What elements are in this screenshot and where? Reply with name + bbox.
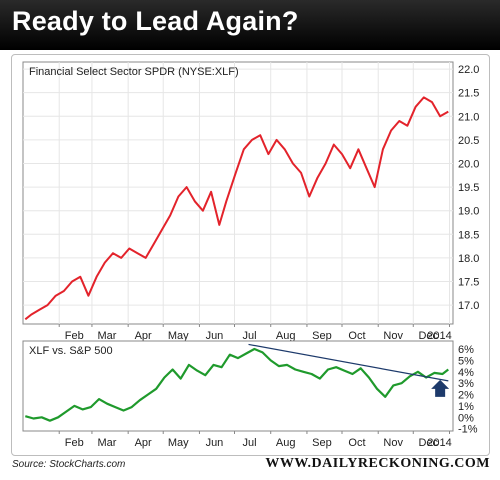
price-x-tick-label: Oct — [348, 330, 365, 342]
ratio-x-tick-label: Apr — [135, 437, 152, 449]
ratio-x-tick-label: Nov — [383, 437, 403, 449]
price-y-tick-label: 22.0 — [458, 64, 479, 76]
chart-frame: 22.0 21.5 21.0 20.5 20.0 19.5 19.0 18.5 18.0 17.5… — [11, 54, 490, 456]
breakout-arrow-icon — [431, 379, 450, 397]
price-x-tick-label: Sep — [312, 330, 332, 342]
ratio-x-tick-label: Jun — [206, 437, 224, 449]
price-x-tick-label: May — [168, 330, 189, 342]
price-y-tick-label: 19.5 — [458, 182, 479, 194]
ratio-x-tick-label: Feb — [65, 437, 84, 449]
ratio-x-tick-label: May — [168, 437, 189, 449]
ratio-x-tick-label: Oct — [348, 437, 365, 449]
price-y-tick-label: 20.5 — [458, 135, 479, 147]
price-x-tick-label: Nov — [383, 330, 403, 342]
price-x-tick-label: Jun — [206, 330, 224, 342]
ratio-y-tick-label: 4% — [458, 367, 474, 379]
price-x-tick-label: Apr — [135, 330, 152, 342]
price-y-tick-label: 21.0 — [458, 111, 479, 123]
price-y-tick-label: 18.5 — [458, 229, 479, 241]
price-y-tick-label: 17.5 — [458, 277, 479, 289]
relative-strength-panel: 6%5%4%3%2%1%0%-1% Feb Mar Apr May Jun Jul Aug Se… — [22, 340, 478, 449]
header-bar: Ready to Lead Again? — [0, 0, 500, 50]
price-chart-title: Financial Select Sector SPDR (NYSE:XLF) — [29, 66, 239, 78]
price-x-tick-label: Aug — [276, 330, 296, 342]
price-y-tick-label: 21.5 — [458, 88, 479, 100]
price-y-tick-label: 18.0 — [458, 253, 479, 265]
ratio-x-tick-label: Mar — [97, 437, 116, 449]
xlf-vs-sp500-line — [25, 347, 449, 422]
price-x-tick-label: 2014 — [427, 330, 451, 342]
resistance-trendline — [248, 343, 449, 382]
ratio-y-tick-label: 1% — [458, 401, 474, 413]
price-y-tick-label: 19.0 — [458, 206, 479, 218]
price-x-tick-label: Mar — [97, 330, 116, 342]
xlf-price-line — [24, 96, 449, 321]
price-plot-area — [22, 61, 454, 325]
ratio-plot-area — [22, 340, 454, 432]
ratio-y-tick-label: 0% — [458, 412, 474, 424]
brand-url: WWW.DAILYRECKONING.COM — [265, 456, 490, 471]
ratio-chart-title: XLF vs. S&P 500 — [29, 345, 113, 357]
ratio-y-tick-label: 2% — [458, 390, 474, 402]
ratio-x-tick-label: Sep — [312, 437, 332, 449]
price-x-tick-label: Jul — [242, 330, 256, 342]
chart-canvas: 22.0 21.5 21.0 20.5 20.0 19.5 19.0 18.5 18.0 17.5… — [22, 61, 479, 449]
price-y-tick-label: 17.0 — [458, 300, 479, 312]
ratio-x-tick-label: Aug — [276, 437, 296, 449]
price-y-tick-label: 20.0 — [458, 158, 479, 170]
ratio-y-tick-label: -1% — [458, 424, 478, 436]
ratio-y-tick-label: 5% — [458, 355, 474, 367]
price-x-tick-label: Dec — [418, 330, 438, 342]
ratio-x-tick-label: 2014 — [427, 437, 451, 449]
source-note: Source: StockCharts.com — [12, 459, 126, 470]
price-chart-panel: 22.0 21.5 21.0 20.5 20.0 19.5 19.0 18.5 18.0 17.5… — [22, 61, 479, 342]
ratio-y-tick-label: 3% — [458, 378, 474, 390]
ratio-y-tick-label: 6% — [458, 344, 474, 356]
price-x-tick-label: Feb — [65, 330, 84, 342]
page-title: Ready to Lead Again? — [12, 6, 299, 36]
ratio-x-tick-label: Jul — [242, 437, 256, 449]
ratio-x-tick-label: Dec — [418, 437, 438, 449]
